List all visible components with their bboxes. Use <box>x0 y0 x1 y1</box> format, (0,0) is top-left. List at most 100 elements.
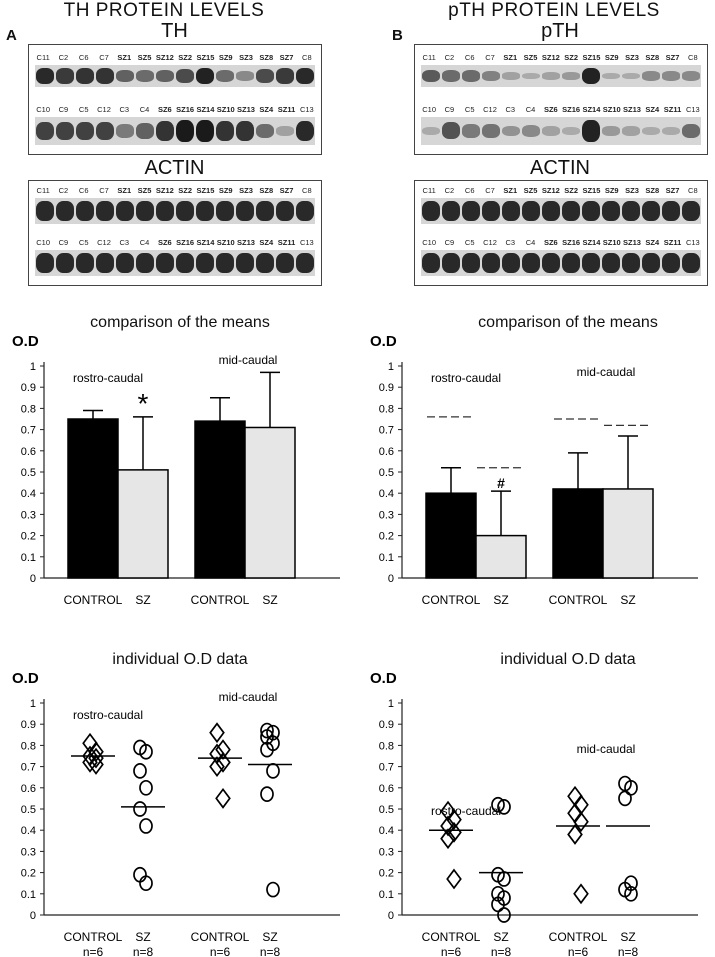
blot-strip <box>421 250 701 276</box>
group-label-rostro-caudal: rostro-caudal <box>73 371 143 385</box>
lane-label: SZ13 <box>623 238 641 247</box>
lane-label: C7 <box>485 53 495 62</box>
lane-label: SZ14 <box>582 238 601 247</box>
lane-label: C10 <box>422 105 437 114</box>
lane-label: SZ12 <box>155 53 174 62</box>
blot-band <box>156 253 174 273</box>
blot-band <box>622 126 640 136</box>
blot-band <box>582 120 600 142</box>
y-tick-label: 0.8 <box>379 403 394 415</box>
lane-label: SZ10 <box>602 238 621 247</box>
lane-label: C5 <box>464 238 475 247</box>
y-tick-label: 0.3 <box>379 509 394 521</box>
blot-band <box>502 72 520 80</box>
bar <box>602 488 654 579</box>
blot-band <box>176 69 194 83</box>
blot-band <box>582 67 600 85</box>
blot-band <box>296 67 314 85</box>
blot-band <box>96 201 114 221</box>
group-label-rostro-caudal: rostro-caudal <box>431 371 501 385</box>
blot-band <box>296 253 314 273</box>
data-point-circle <box>139 779 153 796</box>
y-tick-label: 0.4 <box>21 488 36 500</box>
lane-label: C3 <box>119 238 130 247</box>
blot-band <box>116 69 134 83</box>
blot-band <box>422 201 440 221</box>
lane-label: SZ9 <box>218 53 233 62</box>
blot-band <box>276 68 294 84</box>
y-tick-label: 0.6 <box>21 783 36 795</box>
blot-band <box>642 126 660 136</box>
lane-label: SZ2 <box>178 53 193 62</box>
y-axis-label: O.D <box>12 670 39 687</box>
panel-a-th-blot: C11 C2 C6 C7 SZ1 SZ5 SZ12 SZ2 SZ15 SZ9 SZ3 SZ8 SZ7 C8… <box>28 44 322 155</box>
lane-label: C7 <box>485 186 495 195</box>
blot-band <box>602 72 620 80</box>
lane-label: C11 <box>422 53 436 62</box>
y-tick-label: 0.1 <box>21 889 36 901</box>
lane-label: SZ1 <box>503 53 518 62</box>
blot-band <box>76 201 94 221</box>
lane-label: SZ6 <box>543 238 558 247</box>
y-axis-label: O.D <box>12 333 39 350</box>
blot-band <box>196 67 214 85</box>
y-tick-label: 0.2 <box>21 868 36 880</box>
panel-b-blot-label: pTH <box>541 20 579 42</box>
category-label: SZ <box>135 930 150 944</box>
y-tick-label: 0.5 <box>379 467 394 479</box>
blot-band <box>562 201 580 221</box>
y-tick-label: 0.2 <box>379 868 394 880</box>
y-tick-label: 1 <box>30 698 36 710</box>
y-tick-label: 0.3 <box>379 846 394 858</box>
blot-band <box>462 201 480 221</box>
lane-label: C2 <box>444 186 455 195</box>
blot-band <box>422 69 440 83</box>
blot-band <box>482 124 500 138</box>
blot-band <box>482 201 500 221</box>
lane-label: SZ13 <box>237 238 255 247</box>
blot-band <box>622 201 640 221</box>
blot-band <box>156 201 174 221</box>
lane-label: SZ4 <box>645 238 660 247</box>
blot-band <box>116 124 134 138</box>
blot-band <box>156 120 174 142</box>
lane-label: SZ1 <box>503 186 518 195</box>
lane-label: SZ11 <box>277 105 296 114</box>
blot-band <box>56 68 74 84</box>
lane-label: C4 <box>525 105 536 114</box>
blot-band <box>156 69 174 83</box>
blot-band <box>662 126 680 136</box>
data-point-circle <box>618 790 632 807</box>
lane-label: C13 <box>299 105 314 114</box>
lane-label: SZ15 <box>196 53 215 62</box>
category-label: SZ <box>262 930 277 944</box>
blot-band <box>522 72 540 80</box>
lane-label: C5 <box>464 105 475 114</box>
data-point-circle <box>260 722 274 739</box>
panel-b-individual-title: individual O.D data <box>500 651 636 668</box>
panel-b-actin-label: ACTIN <box>530 157 590 179</box>
blot-band <box>116 253 134 273</box>
lane-label: C12 <box>483 238 497 247</box>
blot-band <box>176 119 194 143</box>
lane-label: C12 <box>97 238 111 247</box>
blot-band <box>562 72 580 80</box>
lane-label: SZ7 <box>279 53 294 62</box>
lane-label: C10 <box>422 238 437 247</box>
lane-label: C11 <box>36 186 50 195</box>
blot-band <box>462 70 480 82</box>
blot-band <box>56 253 74 273</box>
blot-band <box>482 71 500 81</box>
blot-band <box>136 70 154 82</box>
lane-label: SZ12 <box>155 186 174 195</box>
lane-label: C2 <box>58 53 69 62</box>
blot-band <box>96 68 114 84</box>
blot-strip <box>35 65 315 87</box>
bar <box>425 492 477 579</box>
blot-band <box>216 253 234 273</box>
blot-band <box>36 201 54 221</box>
blot-band <box>256 123 274 139</box>
significance-mark: # <box>497 475 505 491</box>
sample-size-label: n=6 <box>83 945 104 957</box>
panel-a-letter: A <box>6 27 17 44</box>
